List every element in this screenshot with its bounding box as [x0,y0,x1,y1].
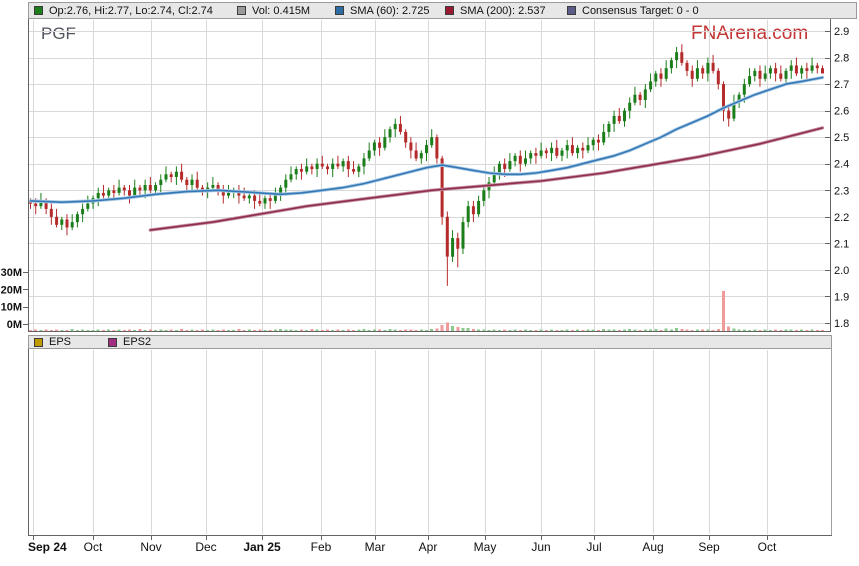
legend-item-ohlc: Op:2.76, Hi:2.77, Lo:2.74, Cl:2.74 [34,3,213,18]
legend-item-label: Op:2.76, Hi:2.77, Lo:2.74, Cl:2.74 [49,4,213,17]
svg-text:Mar: Mar [365,540,386,554]
consensus-target-swatch-icon [567,6,576,15]
svg-text:2.3: 2.3 [834,185,849,197]
axis-labels: 2.9 2.8 2.7 2.6 2.5 2.4 2.3 2.2 2.1 2.0 1.9 1.8 30M 2… [1,26,850,554]
svg-text:1.9: 1.9 [834,291,849,303]
chart-axes [23,19,832,540]
svg-text:Jun: Jun [531,540,550,554]
svg-text:20M: 20M [1,284,22,296]
legend-item-volume: Vol: 0.415M [237,3,310,18]
legend-item-eps2: EPS2 [108,336,151,348]
eps-legend-bar: EPS EPS2 [28,335,832,349]
volume-swatch-icon [237,6,246,15]
svg-text:2.9: 2.9 [834,26,849,38]
svg-text:Dec: Dec [195,540,216,554]
eps-swatch-icon [34,337,43,347]
sma60-swatch-icon [335,6,344,15]
svg-text:Nov: Nov [140,540,161,554]
sma200-line [148,126,825,232]
svg-text:2.0: 2.0 [834,265,849,277]
fnarena-watermark: FNArena.com [691,23,809,44]
svg-text:30M: 30M [1,267,22,279]
price-legend-bar: Op:2.76, Hi:2.77, Lo:2.74, Cl:2.74 Vol: … [28,2,857,19]
svg-text:Feb: Feb [311,540,332,554]
svg-text:2.7: 2.7 [834,79,849,91]
ticker-symbol: PGF [41,24,76,43]
svg-text:Sep 24: Sep 24 [28,540,67,554]
legend-item-label: EPS [49,336,72,348]
candlestick-series [29,44,824,286]
legend-item-label: Consensus Target: 0 - 0 [582,4,699,17]
chart-gridlines [28,20,830,534]
svg-text:2.2: 2.2 [834,212,849,224]
svg-text:2.1: 2.1 [834,238,849,250]
svg-text:2.6: 2.6 [834,106,849,118]
svg-text:Aug: Aug [642,540,663,554]
volume-bars [29,291,824,331]
svg-text:May: May [474,540,497,554]
sma200-swatch-icon [445,6,454,15]
svg-text:Apr: Apr [419,540,438,554]
svg-text:2.5: 2.5 [834,132,849,144]
legend-item-label: SMA (200): 2.537 [460,4,546,17]
svg-text:Oct: Oct [758,540,777,554]
svg-text:Jan 25: Jan 25 [243,540,281,554]
svg-text:1.8: 1.8 [834,318,849,330]
svg-text:2.4: 2.4 [834,159,849,171]
eps2-swatch-icon [108,337,117,347]
legend-item-label: Vol: 0.415M [252,4,311,17]
legend-item-consensus-target: Consensus Target: 0 - 0 [567,3,699,18]
legend-item-label: EPS2 [123,336,152,348]
svg-text:10M: 10M [1,302,22,314]
sma60-line [28,75,825,204]
legend-item-eps: EPS [34,336,71,348]
svg-text:0M: 0M [7,319,22,331]
svg-text:Sep: Sep [698,540,720,554]
legend-item-sma60: SMA (60): 2.725 [335,3,430,18]
svg-text:Jul: Jul [586,540,601,554]
ohlc-swatch-icon [34,6,43,15]
legend-item-sma200: SMA (200): 2.537 [445,3,546,18]
svg-text:2.8: 2.8 [834,53,849,65]
svg-text:Oct: Oct [84,540,103,554]
legend-item-label: SMA (60): 2.725 [350,4,430,17]
